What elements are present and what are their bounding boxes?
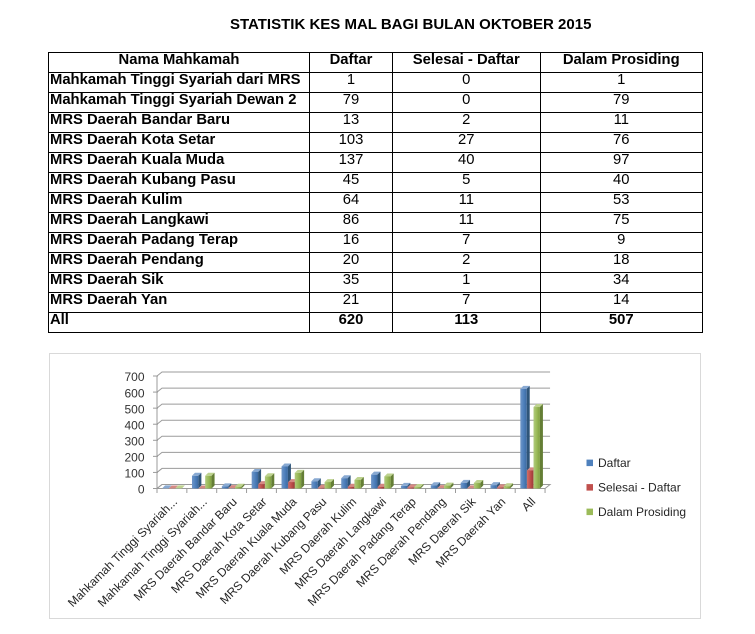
svg-text:Dalam Prosiding: Dalam Prosiding xyxy=(598,505,686,519)
svg-text:200: 200 xyxy=(124,451,144,465)
svg-text:500: 500 xyxy=(124,402,144,416)
svg-text:300: 300 xyxy=(124,434,144,448)
svg-text:400: 400 xyxy=(124,418,144,432)
svg-text:600: 600 xyxy=(124,386,144,400)
svg-text:100: 100 xyxy=(124,467,144,481)
svg-text:700: 700 xyxy=(124,370,144,384)
svg-text:Daftar: Daftar xyxy=(598,456,631,470)
svg-text:0: 0 xyxy=(138,483,145,497)
svg-text:Selesai - Daftar: Selesai - Daftar xyxy=(598,481,681,495)
